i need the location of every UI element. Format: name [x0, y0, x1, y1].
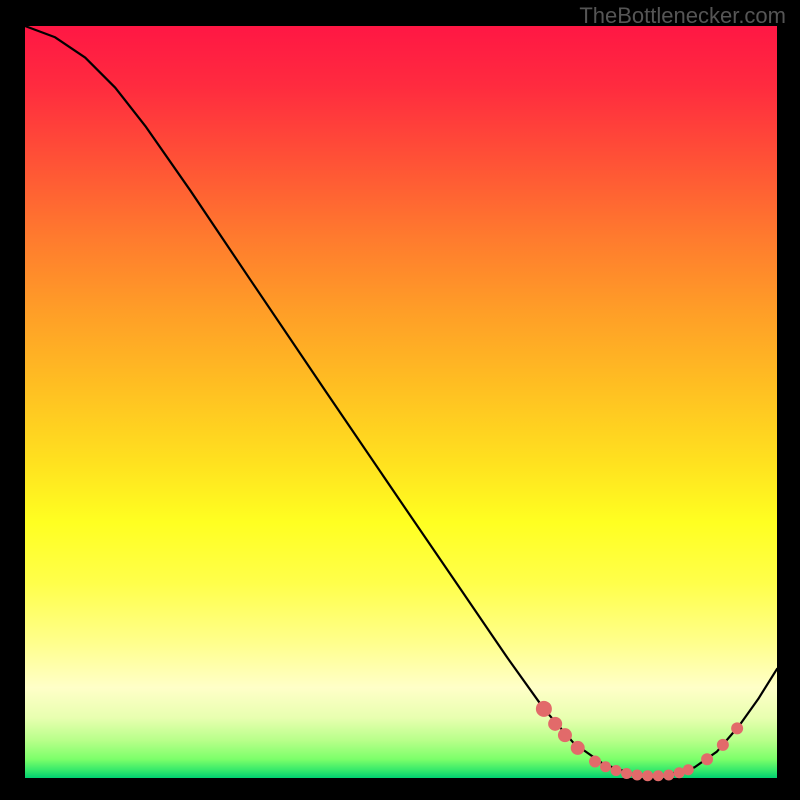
- data-marker: [731, 722, 743, 734]
- chart-svg: [0, 0, 800, 800]
- data-marker: [663, 769, 674, 780]
- data-marker: [589, 755, 601, 767]
- data-marker: [558, 728, 572, 742]
- data-marker: [653, 770, 664, 781]
- data-marker: [548, 717, 562, 731]
- data-marker: [571, 741, 585, 755]
- data-marker: [701, 753, 713, 765]
- data-marker: [642, 770, 653, 781]
- plot-background: [25, 26, 777, 778]
- data-marker: [621, 768, 632, 779]
- data-marker: [683, 764, 694, 775]
- chart-stage: TheBottlenecker.com: [0, 0, 800, 800]
- data-marker: [536, 701, 552, 717]
- data-marker: [632, 769, 643, 780]
- data-marker: [600, 761, 611, 772]
- data-marker: [611, 765, 622, 776]
- data-marker: [717, 739, 729, 751]
